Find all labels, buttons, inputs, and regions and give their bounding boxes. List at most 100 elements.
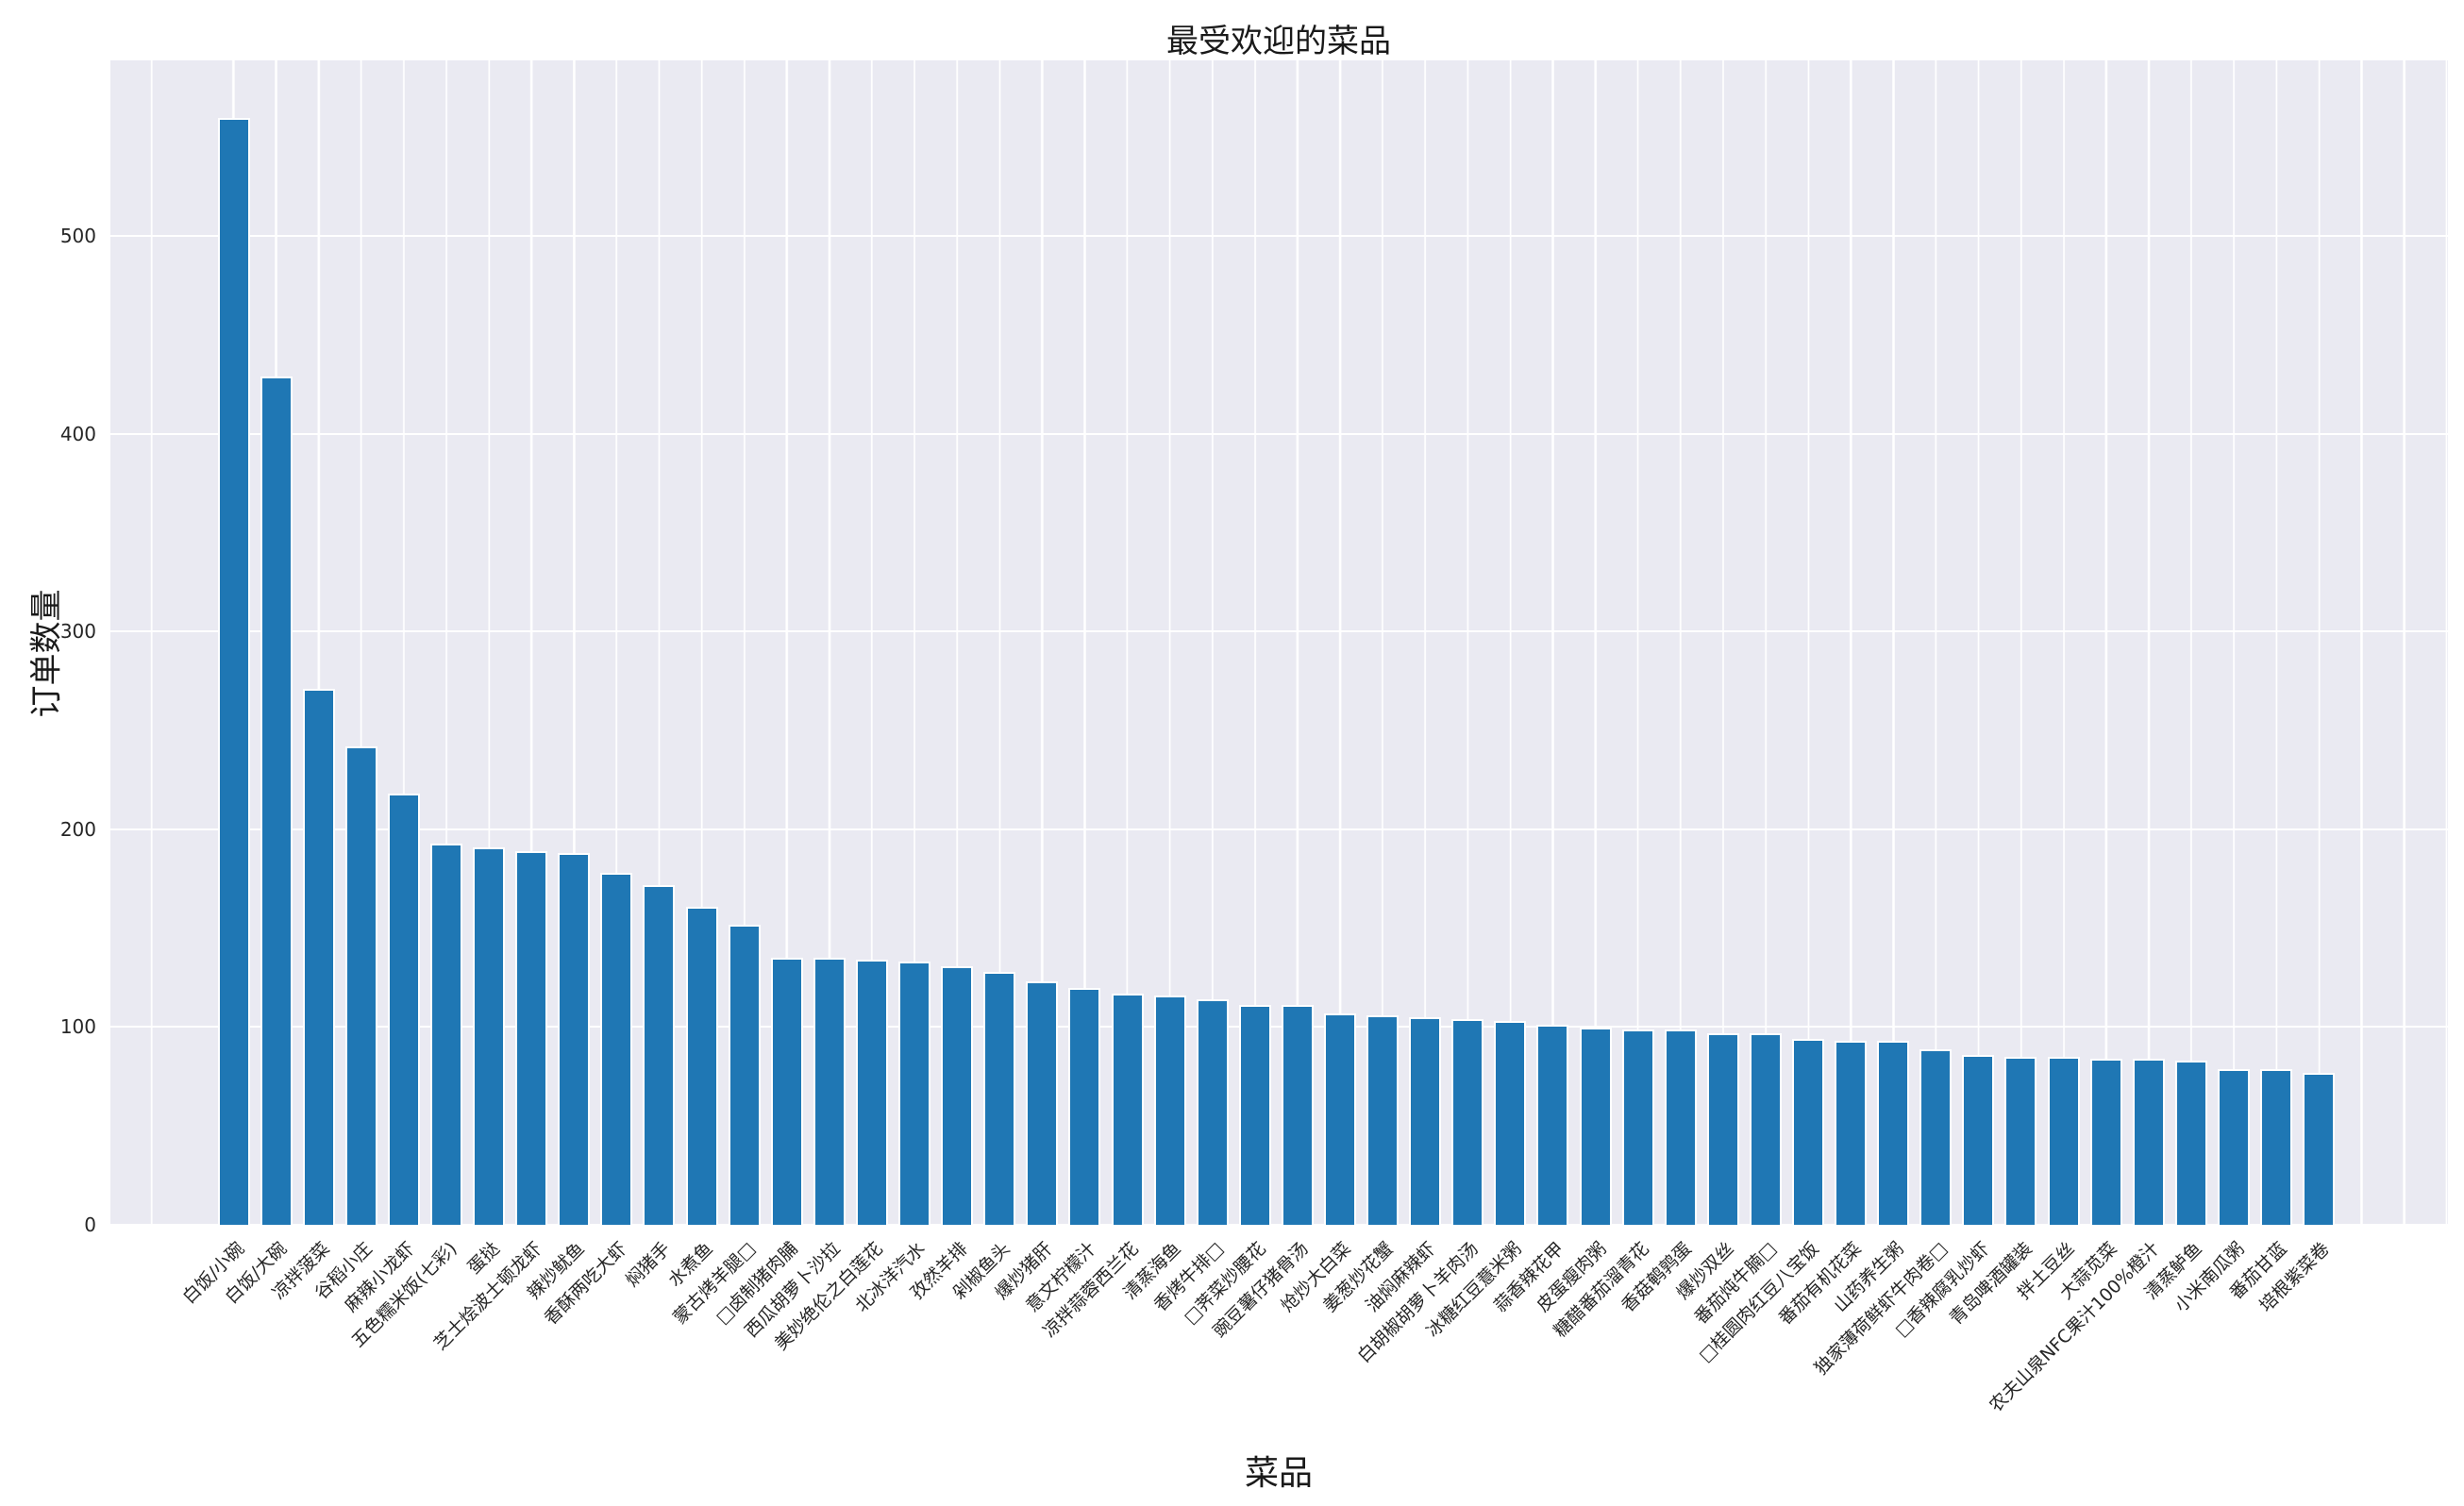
gridline [110,828,2448,830]
y-tick-label: 400 [59,422,96,445]
bar-slot [1574,60,1617,1225]
y-tick-label: 500 [59,225,96,248]
bar-slot [894,60,936,1225]
bar-slot [468,60,511,1225]
bar-slot [595,60,638,1225]
bar-大蒜苋菜 [2089,1059,2122,1225]
bar-slot [1064,60,1106,1225]
bar-slot [1318,60,1361,1225]
x-tick-label: 焖猪手 [621,1238,675,1292]
bar-蒙古烤羊腿□ [728,924,761,1225]
bar-slot [1489,60,1532,1225]
bar-皮蛋瘦肉粥 [1579,1027,1612,1225]
bar-slot [1447,60,1489,1225]
bar-凉拌菠菜 [302,689,335,1225]
bar-slot [1233,60,1276,1225]
chart-title: 最受欢迎的菜品 [1166,23,1391,60]
bar-糖醋番茄溜青花 [1621,1029,1654,1225]
bar-独家薄荷鲜虾牛肉卷□ [1919,1048,1953,1225]
bar-麻辣小龙虾 [387,794,420,1225]
bar-北冰洋汽水 [898,962,931,1225]
bar-slot [1659,60,1701,1225]
gridline [110,1026,2448,1029]
y-tick-label: 100 [59,1015,96,1039]
bar-番茄有机花菜 [1835,1041,1868,1225]
bar-爆炒双丝 [1706,1032,1739,1225]
bar-slot [1362,60,1404,1225]
bar-爆炒猪肝 [1026,981,1059,1225]
bar-拌土豆丝 [2047,1056,2080,1225]
bar-slot [850,60,893,1225]
bar-炝炒大白菜 [1323,1012,1356,1225]
bar-番茄炖牛腩□ [1749,1032,1782,1225]
gridline [110,1224,2448,1226]
bar-slot [1532,60,1574,1225]
bar-slot [1915,60,1957,1225]
bar-slot [2000,60,2042,1225]
bar-slot [1744,60,1786,1225]
bar-清蒸海鱼 [1153,995,1186,1225]
bar-芝士烩波士顿龙虾 [515,851,548,1225]
bar-培根紫菜卷 [2303,1072,2336,1225]
bar-slot [638,60,680,1225]
bar-slot [2170,60,2212,1225]
bar-slot [1276,60,1318,1225]
bar-水煮鱼 [685,906,718,1225]
bar-□香辣腐乳炒虾 [1962,1054,1995,1225]
bar-slot [2085,60,2127,1225]
bar-slot [255,60,297,1225]
bar-白饭/小碗 [217,117,250,1225]
bar-白胡椒胡萝卜羊肉汤 [1451,1019,1484,1225]
bar-slot [680,60,723,1225]
bar-slot [2212,60,2254,1225]
bar-清蒸鲈鱼 [2174,1061,2207,1225]
bar-slot [936,60,979,1225]
bar-剁椒鱼头 [983,971,1016,1225]
bar-五色糯米饭(七彩) [430,843,463,1225]
bar-slot [2042,60,2085,1225]
bar-slot [511,60,553,1225]
bar-slot [1872,60,1915,1225]
bar-slot [1617,60,1659,1225]
bar-□卤制猪肉脯 [770,958,803,1225]
bar-白饭/大碗 [260,376,293,1225]
bar-西瓜胡萝卜沙拉 [813,958,846,1225]
bar-香酥两吃大虾 [600,873,633,1225]
bar-series [212,60,2340,1225]
gridline [110,432,2448,435]
bar-slot [1021,60,1064,1225]
y-tick-label: 0 [84,1213,96,1236]
bar-slot [553,60,595,1225]
bar-小米南瓜粥 [2217,1068,2250,1225]
bar-slot [1148,60,1191,1225]
bar-□荠菜炒腰花 [1238,1005,1271,1225]
gridline [110,630,2448,633]
y-tick-label: 200 [59,817,96,841]
bar-□桂圆肉红豆八宝饭 [1792,1039,1825,1225]
bar-豌豆薯仔猪骨汤 [1281,1005,1314,1225]
y-tick-label: 300 [59,620,96,644]
bar-slot [297,60,340,1225]
bar-slot [2255,60,2298,1225]
bar-孜然羊排 [941,965,974,1225]
bar-slot [1786,60,1829,1225]
bar-slot [2127,60,2170,1225]
bar-农夫山泉NFC果汁100%橙汁 [2132,1059,2165,1225]
bar-冰糖红豆薏米粥 [1494,1021,1527,1225]
bar-slot [1701,60,1744,1225]
bar-slot [382,60,425,1225]
bar-谷稻小庄 [344,746,377,1225]
bar-美妙绝伦之白莲花 [855,960,888,1225]
y-axis-label: 订单数量 [27,589,66,718]
bar-slot [340,60,382,1225]
bar-slot [1191,60,1233,1225]
bar-slot [1957,60,2000,1225]
bar-辣炒鱿鱼 [558,853,591,1225]
bar-slot [723,60,765,1225]
bar-香烤牛排□ [1196,999,1229,1225]
bar-slot [765,60,808,1225]
bar-slot [1106,60,1148,1225]
gridline [110,235,2448,238]
bar-姜葱炒花蟹 [1366,1014,1400,1225]
plot-area [110,60,2448,1226]
